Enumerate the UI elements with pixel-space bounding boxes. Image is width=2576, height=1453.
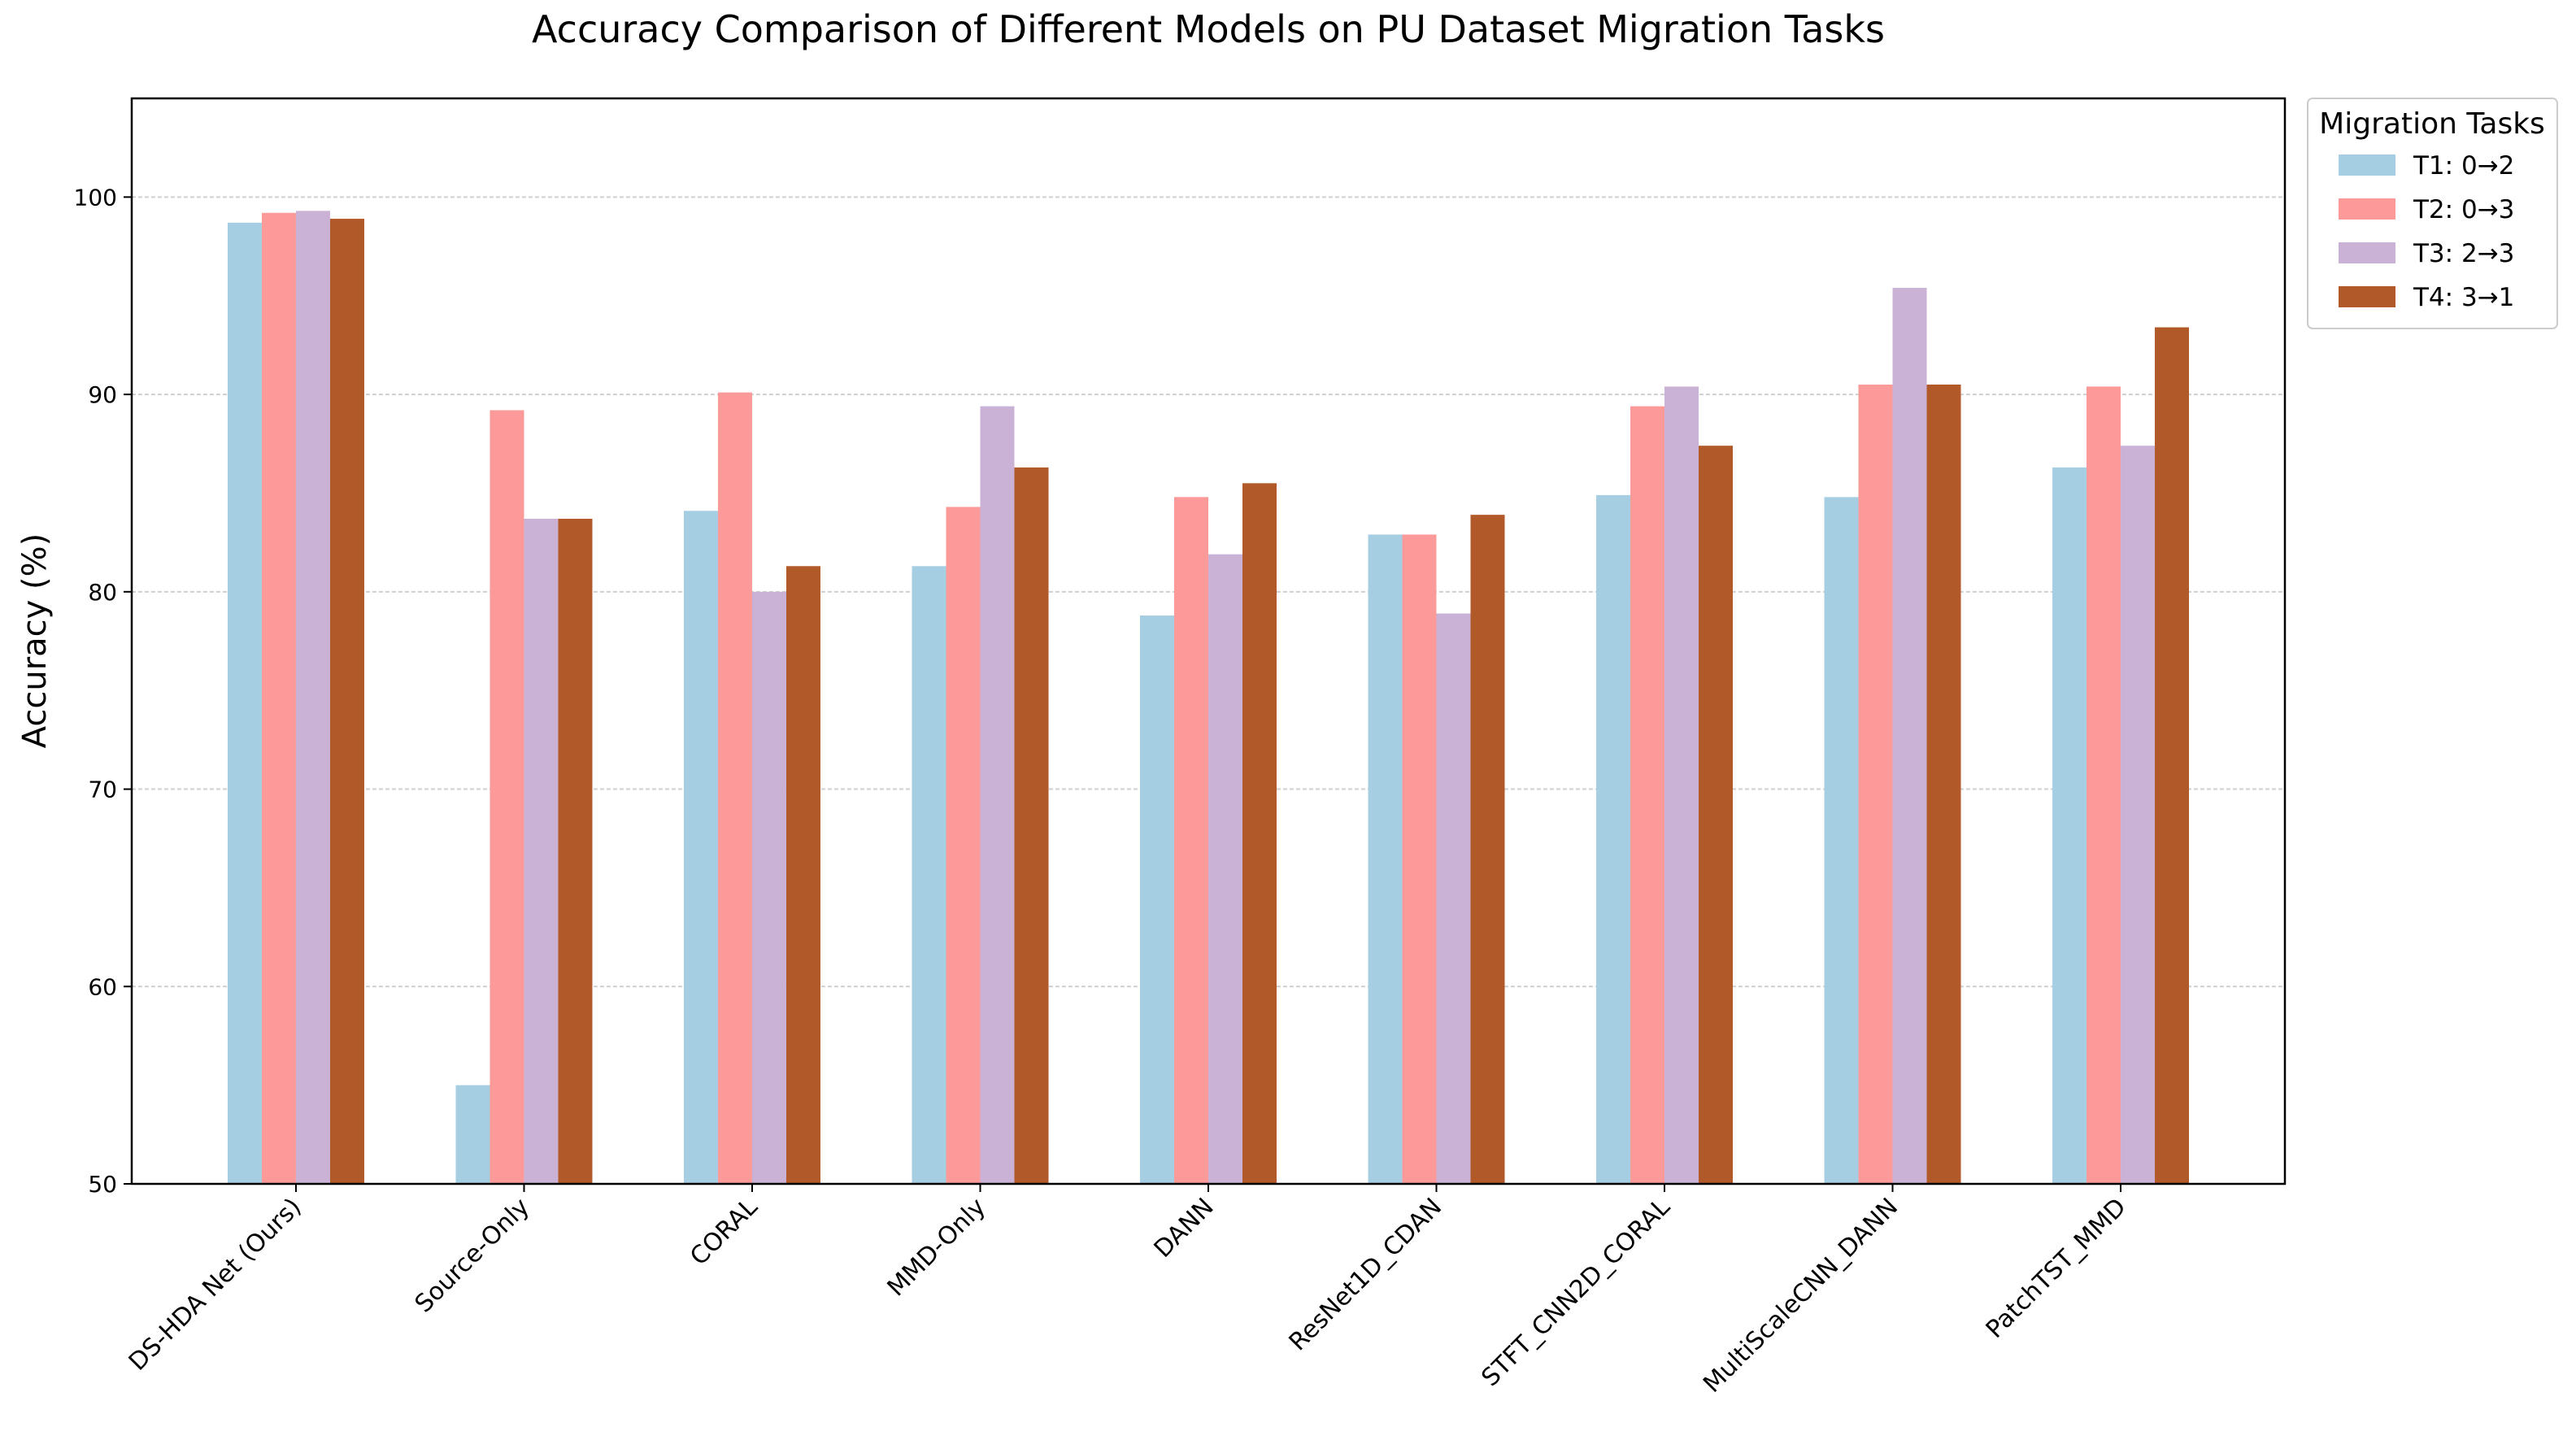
y-tick-label: 90 [88, 381, 117, 408]
bar [1926, 384, 1961, 1184]
x-tick-label: MultiScaleCNN_DANN [1698, 1193, 1904, 1399]
y-axis-ticks: 50 60 70 80 90 100 [74, 184, 132, 1198]
bar [1630, 406, 1665, 1184]
bar [1436, 613, 1471, 1184]
x-tick-label: DS-HDA Net (Ours) [124, 1193, 307, 1377]
bar [1470, 515, 1505, 1184]
x-tick-label: Source-Only [410, 1193, 535, 1318]
bar [1699, 446, 1734, 1184]
bar [558, 519, 593, 1184]
legend: Migration Tasks T1: 0→2 T2: 0→3 T3: 2→3 T4:… [2307, 98, 2558, 329]
bar [1858, 384, 1893, 1184]
x-tick-label: PatchTST_MMD [1981, 1193, 2132, 1344]
bar [1596, 494, 1631, 1184]
bar [524, 519, 559, 1184]
x-tick-label: DANN [1149, 1193, 1220, 1264]
bars [227, 211, 2190, 1185]
bar [1208, 554, 1242, 1184]
y-tick-label: 50 [88, 1171, 117, 1198]
bar [455, 1085, 490, 1184]
bar [1402, 534, 1437, 1184]
y-tick-label: 80 [88, 579, 117, 606]
bar [1014, 467, 1049, 1184]
x-axis-ticks: DS-HDA Net (Ours) Source-Only CORAL MMD-Onl… [124, 1184, 2132, 1399]
legend-swatch [2339, 242, 2395, 263]
x-tick-label: MMD-Only [882, 1193, 992, 1303]
legend-title: Migration Tasks [2319, 107, 2545, 141]
legend-swatch [2339, 286, 2395, 307]
y-tick-label: 70 [88, 777, 117, 803]
bar [751, 591, 786, 1184]
x-tick-label: CORAL [685, 1193, 764, 1272]
bar [717, 392, 752, 1184]
bar [2086, 386, 2121, 1184]
bar [1174, 497, 1208, 1184]
chart-title: Accuracy Comparison of Different Models … [532, 7, 1885, 51]
bar [785, 566, 820, 1184]
bar [1664, 386, 1699, 1184]
y-tick-label: 60 [88, 973, 117, 1000]
x-tick-label: STFT_CNN2D_CORAL [1476, 1193, 1675, 1392]
bar [2155, 327, 2190, 1185]
legend-swatch [2339, 154, 2395, 176]
legend-swatch [2339, 198, 2395, 220]
bar [329, 219, 364, 1185]
bar [227, 222, 262, 1184]
bar [1824, 497, 1859, 1184]
bar [1242, 483, 1277, 1184]
legend-entry-label: T2: 0→3 [2413, 195, 2514, 224]
legend-entry-label: T4: 3→1 [2413, 283, 2514, 312]
bar [912, 566, 946, 1184]
bar [2121, 446, 2156, 1184]
bar [1892, 288, 1927, 1184]
bar [946, 507, 981, 1184]
y-axis-label: Accuracy (%) [16, 533, 54, 749]
bar [1140, 615, 1174, 1184]
bar [980, 406, 1015, 1184]
bar [261, 212, 296, 1184]
bar [1368, 534, 1403, 1184]
y-tick-label: 100 [74, 184, 117, 211]
bar [490, 410, 524, 1184]
bar [683, 511, 718, 1184]
legend-entry-label: T1: 0→2 [2413, 151, 2514, 181]
legend-entry-label: T3: 2→3 [2413, 239, 2514, 268]
x-tick-label: ResNet1D_CDAN [1284, 1193, 1447, 1356]
bar [295, 211, 330, 1185]
bar [2052, 467, 2087, 1184]
